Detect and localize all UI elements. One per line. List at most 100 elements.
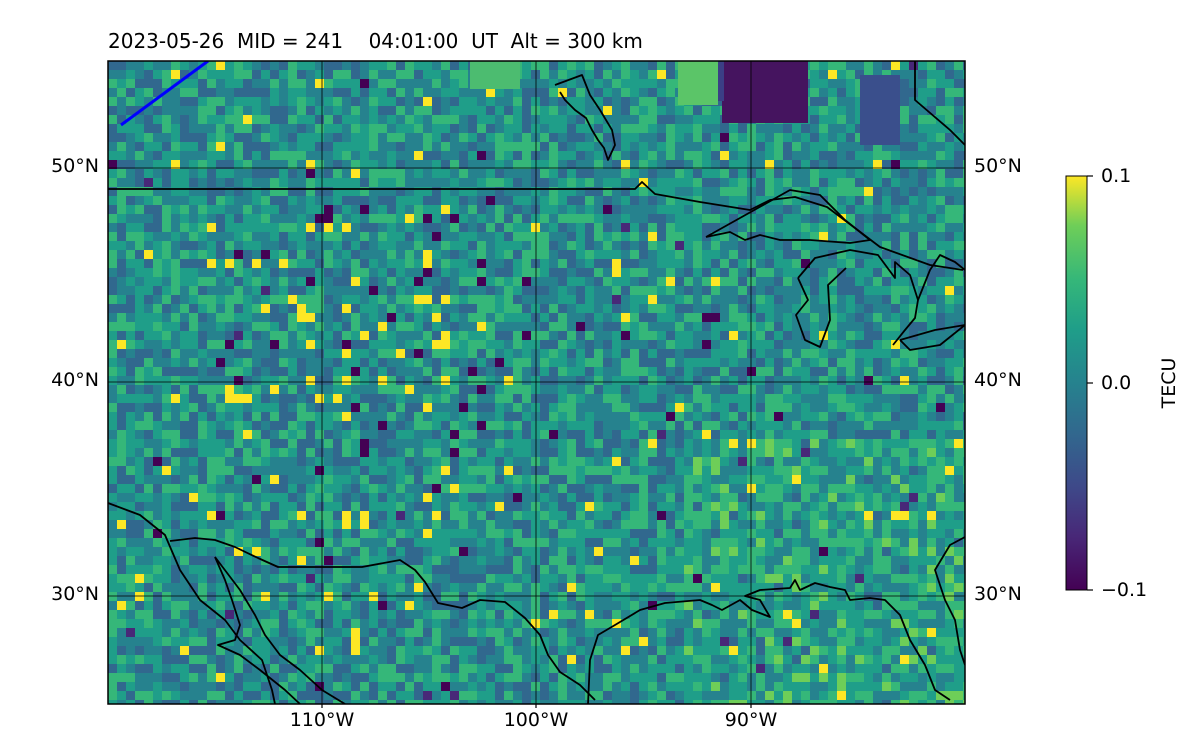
tec-cell xyxy=(369,268,378,277)
tec-cell xyxy=(837,124,846,133)
tec-cell xyxy=(432,70,441,79)
tec-cell xyxy=(936,160,945,169)
tec-cell xyxy=(297,214,306,223)
tec-cell xyxy=(558,439,567,448)
tec-cell xyxy=(441,106,450,115)
tec-cell xyxy=(702,340,711,349)
tec-cell xyxy=(846,196,855,205)
tec-cell xyxy=(333,241,342,250)
tec-cell xyxy=(486,241,495,250)
tec-cell xyxy=(567,151,576,160)
tec-cell xyxy=(603,313,612,322)
tec-cell xyxy=(171,349,180,358)
tec-cell xyxy=(630,124,639,133)
tec-cell xyxy=(702,214,711,223)
tec-cell xyxy=(369,115,378,124)
tec-cell xyxy=(963,448,965,457)
tec-cell xyxy=(423,340,432,349)
tec-cell xyxy=(216,151,225,160)
tec-cell xyxy=(261,304,270,313)
tec-cell xyxy=(432,358,441,367)
tec-cell xyxy=(801,187,810,196)
tec-cell xyxy=(495,196,504,205)
tec-cell xyxy=(144,367,153,376)
tec-cell xyxy=(675,439,684,448)
tec-cell xyxy=(756,268,765,277)
tec-cell xyxy=(117,259,126,268)
tec-cell xyxy=(612,385,621,394)
tec-cell xyxy=(252,385,261,394)
tec-cell xyxy=(675,223,684,232)
tec-cell xyxy=(108,151,117,160)
tec-cell xyxy=(225,133,234,142)
tec-cell xyxy=(810,214,819,223)
tec-cell xyxy=(261,295,270,304)
tec-cell xyxy=(585,142,594,151)
tec-cell xyxy=(180,511,189,520)
tec-cell xyxy=(342,178,351,187)
tec-cell xyxy=(468,475,477,484)
tec-cell xyxy=(828,88,837,97)
tec-cell xyxy=(783,412,792,421)
tec-cell xyxy=(414,394,423,403)
tec-cell xyxy=(738,250,747,259)
tec-cell xyxy=(450,466,459,475)
tec-cell xyxy=(468,178,477,187)
tec-cell xyxy=(927,439,936,448)
tec-cell xyxy=(306,178,315,187)
tec-cell xyxy=(279,196,288,205)
tec-cell xyxy=(540,412,549,421)
tec-cell xyxy=(531,367,540,376)
tec-cell xyxy=(576,367,585,376)
tec-cell xyxy=(909,277,918,286)
tec-cell xyxy=(126,169,135,178)
tec-cell xyxy=(405,106,414,115)
tec-cell xyxy=(684,160,693,169)
tec-cell xyxy=(621,475,630,484)
tec-cell xyxy=(396,367,405,376)
tec-cell xyxy=(630,322,639,331)
tec-cell xyxy=(756,232,765,241)
tec-cell xyxy=(342,214,351,223)
tec-cell xyxy=(783,520,792,529)
tec-cell xyxy=(522,268,531,277)
tec-cell xyxy=(189,187,198,196)
tec-cell xyxy=(720,241,729,250)
tec-cell xyxy=(918,520,927,529)
tec-cell xyxy=(207,340,216,349)
tec-cell xyxy=(873,412,882,421)
tec-cell xyxy=(639,520,648,529)
tec-cell xyxy=(720,295,729,304)
tec-cell xyxy=(279,331,288,340)
tec-cell xyxy=(360,268,369,277)
tec-cell xyxy=(684,511,693,520)
tec-cell xyxy=(540,304,549,313)
tec-cell xyxy=(540,475,549,484)
tec-cell xyxy=(657,277,666,286)
tec-cell xyxy=(567,484,576,493)
tec-cell xyxy=(774,268,783,277)
tec-cell xyxy=(306,115,315,124)
tec-cell xyxy=(558,295,567,304)
tec-cell xyxy=(801,286,810,295)
tec-cell xyxy=(450,250,459,259)
tec-cell xyxy=(207,448,216,457)
tec-cell xyxy=(720,133,729,142)
tec-cell xyxy=(117,61,126,70)
tec-cell xyxy=(378,493,387,502)
tec-cell xyxy=(594,475,603,484)
tec-cell xyxy=(216,376,225,385)
tec-cell xyxy=(918,367,927,376)
tec-cell xyxy=(171,151,180,160)
tec-cell xyxy=(324,124,333,133)
tec-cell xyxy=(432,520,441,529)
tec-cell xyxy=(774,223,783,232)
tec-cell xyxy=(225,403,234,412)
tec-cell xyxy=(414,259,423,268)
tec-cell xyxy=(630,340,639,349)
tec-cell xyxy=(279,232,288,241)
tec-cell xyxy=(396,457,405,466)
tec-cell xyxy=(567,340,576,349)
tec-cell xyxy=(414,151,423,160)
tec-cell xyxy=(855,313,864,322)
